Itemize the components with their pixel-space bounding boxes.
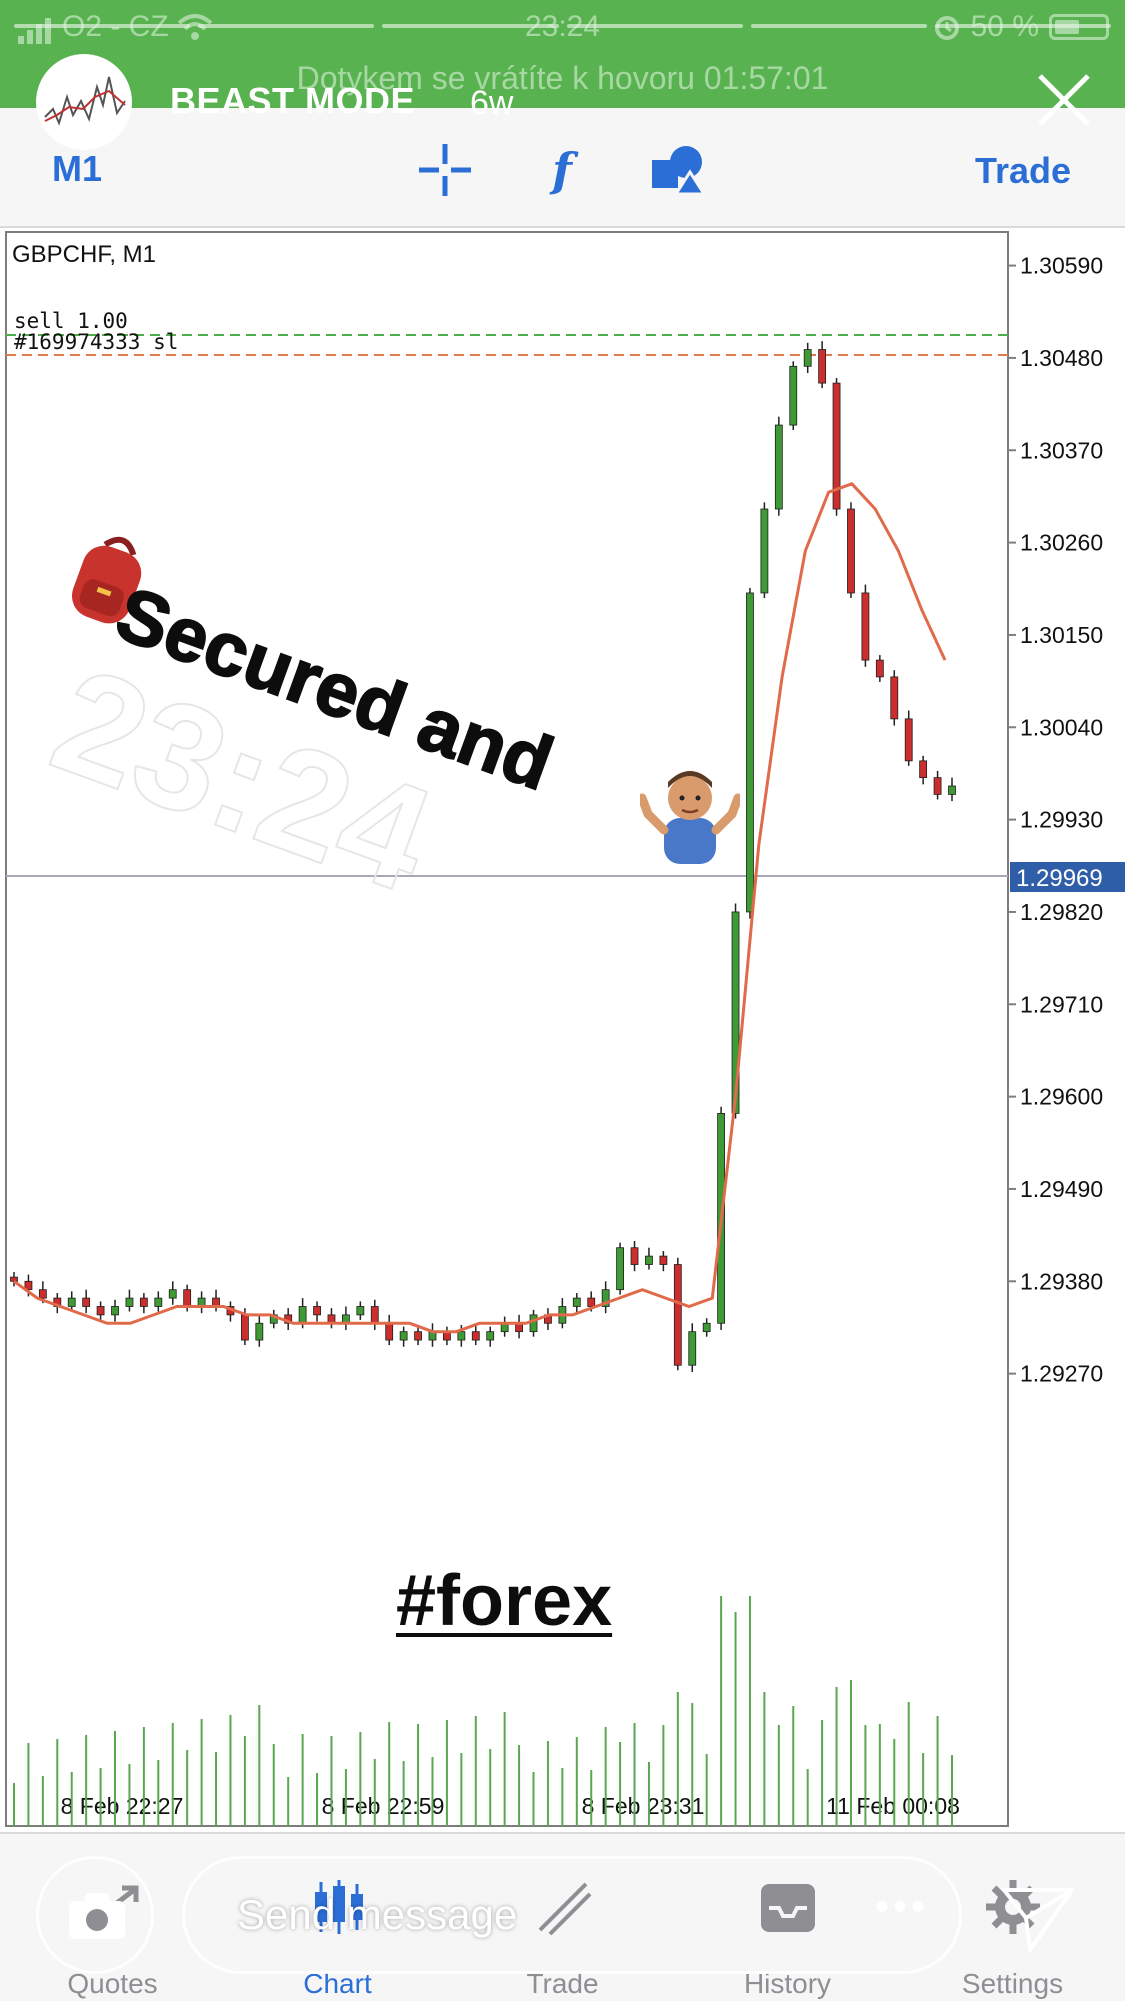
bull-candle (169, 1290, 176, 1298)
send-message-input[interactable]: Send message ••• (182, 1856, 962, 1974)
forex-hashtag: #forex (396, 1560, 612, 1642)
alarm-icon (933, 13, 961, 41)
send-icon[interactable] (1000, 1880, 1076, 1956)
camera-icon (67, 1891, 127, 1941)
return-to-call-banner[interactable]: Dotykem se vrátíte k hovoru 01:57:01 (0, 60, 1125, 97)
close-icon[interactable] (1034, 70, 1094, 130)
bull-candle (400, 1332, 407, 1340)
bear-candle (371, 1306, 378, 1323)
price-tick-label: 1.30370 (1020, 437, 1103, 463)
bull-candle (256, 1323, 263, 1340)
bull-candle (487, 1332, 494, 1340)
price-axis: 1.30590 1.30480 1.30370 1.30260 1.30150 1.300… (1008, 253, 1103, 1387)
bear-candle (11, 1277, 18, 1281)
price-tick-label: 1.29270 (1020, 1361, 1103, 1387)
camera-button[interactable] (36, 1856, 154, 1974)
bull-candle (645, 1256, 652, 1264)
price-tick-label: 1.30480 (1020, 345, 1103, 371)
tab-label-settings: Settings (900, 1968, 1125, 2000)
objects-icon[interactable] (648, 140, 708, 200)
bear-candle (847, 509, 854, 593)
bear-candle (905, 719, 912, 761)
bull-candle (703, 1323, 710, 1331)
status-bar[interactable]: O2 - CZ 23:24 50 % Dotykem se vrátíte k … (0, 0, 1125, 108)
send-message-placeholder: Send message (237, 1891, 517, 1939)
bull-candle (775, 425, 782, 509)
bull-candle (689, 1332, 696, 1366)
chart-toolbar: M1 f Trade (0, 108, 1125, 228)
story-age: 6w (470, 84, 513, 123)
bull-candle (804, 350, 811, 367)
price-tick-label: 1.30040 (1020, 714, 1103, 740)
battery-icon (1049, 14, 1109, 40)
price-tick-label: 1.29820 (1020, 899, 1103, 925)
bear-candle (631, 1248, 638, 1265)
price-tick-label: 1.29710 (1020, 991, 1103, 1017)
bull-candle (155, 1298, 162, 1306)
price-tick-label: 1.30150 (1020, 622, 1103, 648)
bear-candle (588, 1298, 595, 1306)
price-tick-label: 1.29490 (1020, 1176, 1103, 1202)
avatar[interactable] (36, 54, 132, 150)
bull-candle (530, 1315, 537, 1332)
bear-candle (314, 1306, 321, 1314)
bull-candle (126, 1298, 133, 1306)
battery-percent: 50 % (971, 10, 1039, 44)
bear-candle (920, 761, 927, 778)
story-username[interactable]: BEAST MODE (170, 80, 415, 122)
bull-candle (761, 509, 768, 593)
bear-candle (386, 1323, 393, 1340)
price-tick-label: 1.30260 (1020, 530, 1103, 556)
bear-candle (862, 593, 869, 660)
symbol-label: GBPCHF, M1 (12, 241, 156, 268)
bull-candle (790, 366, 797, 425)
more-options-button[interactable]: ••• (875, 1885, 929, 1930)
time-tick-label: 8 Feb 22:27 (61, 1793, 184, 1819)
system-indicators: 50 % (933, 10, 1109, 44)
bull-candle (573, 1298, 580, 1306)
bear-candle (83, 1298, 90, 1306)
bull-candle (357, 1306, 364, 1314)
price-tick-label: 1.29930 (1020, 807, 1103, 833)
svg-text:f: f (549, 143, 579, 197)
bull-candle (949, 786, 956, 794)
bull-candle (746, 593, 753, 912)
bull-candle (112, 1306, 119, 1314)
tab-label-quotes: Quotes (0, 1968, 225, 2000)
bear-candle (819, 350, 826, 384)
bull-candle (299, 1306, 306, 1323)
price-tick-label: 1.30590 (1020, 253, 1103, 279)
time-tick-label: 11 Feb 00:08 (826, 1793, 960, 1819)
bear-candle (184, 1290, 191, 1307)
price-tick-label: 1.29380 (1020, 1268, 1103, 1294)
bear-candle (415, 1332, 422, 1340)
bear-candle (472, 1332, 479, 1340)
bear-candle (97, 1306, 104, 1314)
bear-candle (241, 1315, 248, 1340)
time-tick-label: 8 Feb 22:59 (322, 1793, 445, 1819)
timeframe-button[interactable]: M1 (52, 148, 102, 190)
price-chart[interactable]: 1.30590 1.30480 1.30370 1.30260 1.30150 1.300… (0, 228, 1125, 1832)
bull-candle (68, 1298, 75, 1306)
shrug-icon (640, 758, 740, 868)
bull-candle (617, 1248, 624, 1290)
price-tick-label: 1.29600 (1020, 1084, 1103, 1110)
time-tick-label: 8 Feb 23:31 (582, 1793, 705, 1819)
current-price-value: 1.29969 (1016, 865, 1103, 892)
bear-candle (934, 778, 941, 795)
bear-candle (876, 660, 883, 677)
bull-candle (458, 1332, 465, 1340)
bear-candle (140, 1298, 147, 1306)
crosshair-icon[interactable] (415, 140, 475, 200)
trade-button[interactable]: Trade (975, 150, 1071, 192)
bear-candle (891, 677, 898, 719)
stop-loss-label: #169974333 sl (14, 330, 178, 354)
bear-candle (674, 1265, 681, 1366)
bear-candle (39, 1290, 46, 1298)
bear-candle (660, 1256, 667, 1264)
indicators-icon[interactable]: f (532, 140, 592, 200)
